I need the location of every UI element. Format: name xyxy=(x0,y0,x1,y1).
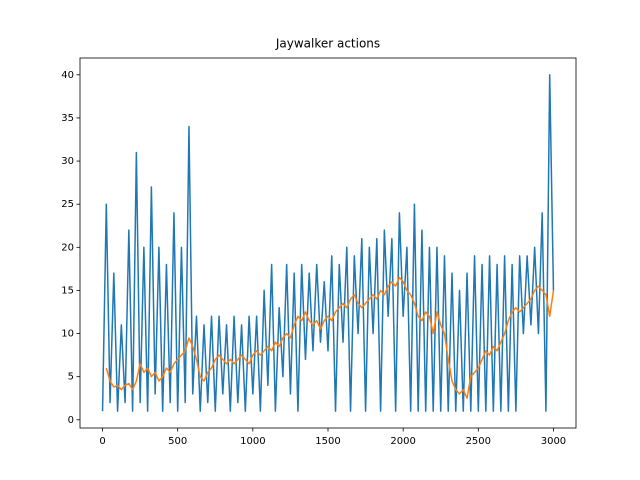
x-tick-label: 1500 xyxy=(315,436,340,447)
y-tick-label: 30 xyxy=(61,156,74,167)
x-tick-label: 2500 xyxy=(466,436,491,447)
y-tick-label: 35 xyxy=(61,113,74,124)
y-tick-label: 10 xyxy=(61,329,74,340)
plot-area xyxy=(101,74,555,412)
x-tick-label: 2000 xyxy=(390,436,415,447)
x-tick-label: 1000 xyxy=(240,436,265,447)
y-tick-label: 15 xyxy=(61,285,74,296)
x-tick-label: 0 xyxy=(99,436,105,447)
y-tick-label: 20 xyxy=(61,242,74,253)
y-tick-label: 25 xyxy=(61,199,74,210)
chart-title: Jaywalker actions xyxy=(275,37,380,51)
y-tick-label: 5 xyxy=(68,372,74,383)
series-line xyxy=(101,74,555,412)
y-tick-label: 0 xyxy=(68,415,74,426)
x-tick-label: 3000 xyxy=(541,436,566,447)
x-tick-label: 500 xyxy=(168,436,187,447)
y-tick-label: 40 xyxy=(61,70,74,81)
series-line xyxy=(105,276,555,399)
